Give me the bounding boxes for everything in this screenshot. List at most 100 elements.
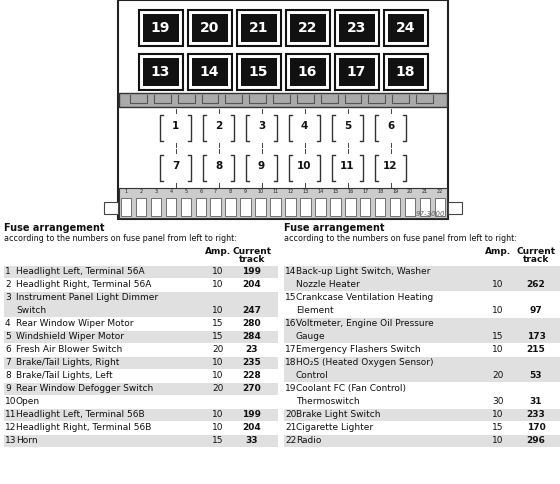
Bar xyxy=(4,331,278,343)
Text: 97: 97 xyxy=(530,306,543,315)
Text: 11: 11 xyxy=(5,410,16,419)
Text: 8: 8 xyxy=(5,371,11,380)
Bar xyxy=(166,198,176,216)
Bar xyxy=(284,357,560,382)
Text: Control: Control xyxy=(296,371,329,380)
Text: 15: 15 xyxy=(332,189,338,194)
Text: 284: 284 xyxy=(242,332,262,341)
Text: 19: 19 xyxy=(285,384,296,393)
Text: 10: 10 xyxy=(5,397,16,406)
Text: 9: 9 xyxy=(258,161,265,171)
Text: 16: 16 xyxy=(298,65,317,79)
Bar xyxy=(284,409,560,421)
Text: 5: 5 xyxy=(5,332,11,341)
Text: 7: 7 xyxy=(5,358,11,367)
Bar xyxy=(405,198,416,216)
Text: 6: 6 xyxy=(5,345,11,354)
Text: 10: 10 xyxy=(212,280,224,289)
Text: Voltmeter, Engine Oil Pressure: Voltmeter, Engine Oil Pressure xyxy=(296,319,434,328)
Text: Current: Current xyxy=(232,247,272,256)
Text: 5: 5 xyxy=(344,121,351,131)
Text: 22: 22 xyxy=(298,21,318,35)
Bar xyxy=(240,198,251,216)
Text: 10: 10 xyxy=(212,306,224,315)
Bar xyxy=(195,198,206,216)
Text: 204: 204 xyxy=(242,280,262,289)
Text: 262: 262 xyxy=(526,280,545,289)
Text: 11: 11 xyxy=(272,189,279,194)
Text: 15: 15 xyxy=(492,332,504,341)
Text: 17: 17 xyxy=(362,189,368,194)
Text: 5: 5 xyxy=(184,189,188,194)
Text: 17: 17 xyxy=(285,345,296,354)
Bar xyxy=(284,318,560,343)
Text: 20: 20 xyxy=(212,345,223,354)
Text: 7: 7 xyxy=(172,161,179,171)
Text: Gauge: Gauge xyxy=(296,332,325,341)
Text: 235: 235 xyxy=(242,358,262,367)
Bar xyxy=(200,152,237,184)
Text: Headlight Left, Terminal 56A: Headlight Left, Terminal 56A xyxy=(16,267,144,276)
Bar xyxy=(4,435,278,447)
Bar xyxy=(420,198,430,216)
Text: 10: 10 xyxy=(212,410,224,419)
Text: 199: 199 xyxy=(242,410,262,419)
Text: 20: 20 xyxy=(285,410,296,419)
Text: 15: 15 xyxy=(249,65,268,79)
Text: 10: 10 xyxy=(492,345,504,354)
Text: 228: 228 xyxy=(242,371,262,380)
Text: Amp.: Amp. xyxy=(205,247,231,256)
Text: Brake Light Switch: Brake Light Switch xyxy=(296,410,380,419)
Text: Rear Window Defogger Switch: Rear Window Defogger Switch xyxy=(16,384,153,393)
Text: 21: 21 xyxy=(285,423,296,432)
Bar xyxy=(330,198,340,216)
Bar xyxy=(375,198,385,216)
Text: 2: 2 xyxy=(5,280,11,289)
Text: 19: 19 xyxy=(151,21,170,35)
Bar xyxy=(329,112,366,144)
Bar xyxy=(284,435,560,447)
Text: 33: 33 xyxy=(246,436,258,445)
Text: 17: 17 xyxy=(347,65,366,79)
Bar xyxy=(286,152,323,184)
Bar xyxy=(240,14,277,42)
Bar xyxy=(188,10,231,46)
Text: Headlight Left, Terminal 56B: Headlight Left, Terminal 56B xyxy=(16,410,144,419)
Text: 10: 10 xyxy=(297,161,312,171)
Bar xyxy=(192,58,227,86)
Bar xyxy=(240,58,277,86)
Text: 247: 247 xyxy=(242,306,262,315)
Text: 3: 3 xyxy=(155,189,157,194)
Bar xyxy=(372,112,409,144)
Bar xyxy=(345,198,356,216)
Bar xyxy=(4,357,278,369)
Text: 21: 21 xyxy=(249,21,268,35)
Text: 215: 215 xyxy=(526,345,545,354)
Text: 13: 13 xyxy=(5,436,16,445)
Text: Back-up Light Switch, Washer: Back-up Light Switch, Washer xyxy=(296,267,431,276)
Text: 10: 10 xyxy=(258,189,264,194)
Bar xyxy=(372,152,409,184)
Text: 3: 3 xyxy=(5,293,11,302)
Text: 20: 20 xyxy=(492,371,503,380)
Text: 13: 13 xyxy=(151,65,170,79)
Text: 10: 10 xyxy=(212,358,224,367)
Text: 14: 14 xyxy=(200,65,220,79)
Text: Element: Element xyxy=(296,306,334,315)
Bar xyxy=(384,54,427,90)
Bar xyxy=(118,0,448,219)
Text: 3: 3 xyxy=(258,121,265,131)
Text: 16: 16 xyxy=(285,319,296,328)
Text: Open: Open xyxy=(16,397,40,406)
Bar xyxy=(255,198,266,216)
Bar xyxy=(243,112,280,144)
Text: 10: 10 xyxy=(492,306,504,315)
Text: 18: 18 xyxy=(396,65,416,79)
Bar xyxy=(236,54,281,90)
Text: 15: 15 xyxy=(492,423,504,432)
Bar xyxy=(286,112,323,144)
Text: 15: 15 xyxy=(212,319,224,328)
Text: 23: 23 xyxy=(246,345,258,354)
Bar xyxy=(4,266,278,278)
Bar xyxy=(4,292,278,317)
